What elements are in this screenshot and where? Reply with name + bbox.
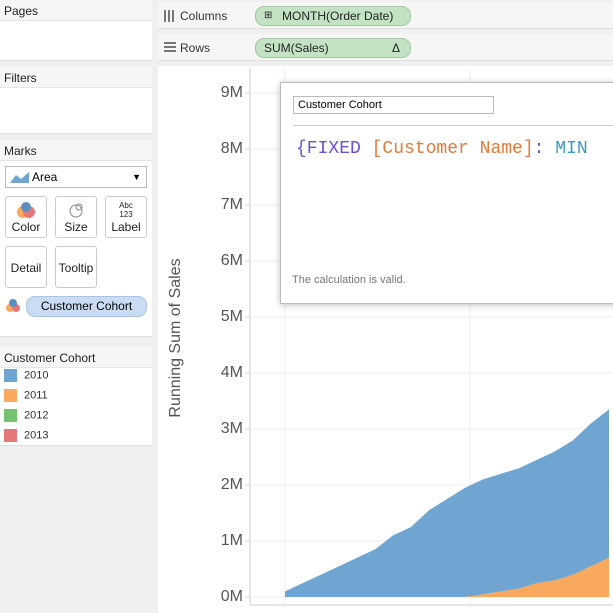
label-button[interactable]: Abc 123 Label bbox=[105, 196, 147, 238]
area-2011 bbox=[465, 557, 609, 597]
legend-title: Customer Cohort bbox=[0, 347, 152, 368]
tooltip-button[interactable]: Tooltip bbox=[55, 246, 97, 288]
tooltip-label: Tooltip bbox=[58, 261, 94, 275]
label-label: Label bbox=[111, 220, 141, 234]
legend-swatch bbox=[4, 389, 17, 402]
filters-card: Filters bbox=[0, 67, 152, 134]
color-field-pill[interactable]: Customer Cohort bbox=[26, 296, 147, 317]
calculation-dialog: Customer Cohort {FIXED [Customer Name]: … bbox=[280, 82, 613, 304]
color-field-icon bbox=[6, 299, 20, 312]
calc-status: The calculation is valid. bbox=[292, 274, 406, 286]
legend-label: 2010 bbox=[24, 369, 49, 382]
columns-shelf[interactable]: Columns ⊞ MONTH(Order Date) bbox=[158, 2, 613, 29]
rows-label: Rows bbox=[180, 41, 211, 55]
y-tick-label: 1M bbox=[221, 532, 243, 549]
label-icon: Abc 123 bbox=[119, 201, 133, 219]
delta-icon: Δ bbox=[391, 41, 400, 55]
size-button[interactable]: Size bbox=[55, 196, 97, 238]
color-label: Color bbox=[11, 220, 41, 234]
formula-editor[interactable]: {FIXED [Customer Name]: MIN bbox=[296, 139, 588, 159]
legend-card: Customer Cohort 2010 2011 2012 2013 bbox=[0, 347, 152, 446]
filters-title: Filters bbox=[0, 67, 152, 88]
detail-label: Detail bbox=[10, 261, 42, 275]
detail-button[interactable]: Detail bbox=[5, 246, 47, 288]
mark-type: Area bbox=[32, 170, 58, 184]
formula-token: : bbox=[533, 139, 556, 159]
pages-card: Pages bbox=[0, 0, 152, 61]
columns-icon bbox=[164, 10, 174, 22]
y-tick-label: 9M bbox=[221, 84, 243, 101]
mark-type-dropdown[interactable]: Area ▼ bbox=[5, 166, 147, 188]
legend-label: 2011 bbox=[24, 389, 48, 402]
expand-icon: ⊞ bbox=[264, 10, 273, 21]
color-button[interactable]: Color bbox=[5, 196, 47, 238]
y-tick-label: 8M bbox=[221, 140, 243, 157]
columns-label: Columns bbox=[180, 9, 228, 23]
size-icon bbox=[69, 203, 83, 218]
rows-pill[interactable]: SUM(Sales) Δ bbox=[255, 38, 411, 58]
dropdown-arrow: ▼ bbox=[132, 172, 141, 182]
y-tick-label: 0M bbox=[221, 588, 243, 605]
rows-field: SUM(Sales) bbox=[264, 41, 329, 55]
y-tick-label: 7M bbox=[221, 196, 243, 213]
columns-pill[interactable]: ⊞ MONTH(Order Date) bbox=[255, 6, 411, 26]
marks-card: Marks Area ▼ Color Size Abc 123 Label Det… bbox=[0, 140, 152, 337]
area-2010 bbox=[285, 409, 609, 597]
color-icon bbox=[17, 202, 35, 218]
legend-item[interactable]: 2011 bbox=[4, 389, 48, 402]
separator bbox=[293, 125, 613, 126]
y-tick-label: 4M bbox=[221, 364, 243, 381]
legend-item[interactable]: 2013 bbox=[4, 429, 48, 442]
calc-name-input[interactable]: Customer Cohort bbox=[293, 96, 494, 114]
rows-icon bbox=[164, 42, 176, 52]
formula-token: [Customer Name] bbox=[371, 139, 534, 159]
y-tick-label: 5M bbox=[221, 308, 243, 325]
formula-token: MIN bbox=[555, 139, 588, 159]
y-tick-label: 3M bbox=[221, 420, 243, 437]
size-label: Size bbox=[64, 220, 88, 234]
legend-label: 2013 bbox=[24, 429, 49, 442]
y-axis-title: Running Sum of Sales bbox=[167, 258, 184, 417]
legend-item[interactable]: 2010 bbox=[4, 369, 48, 382]
legend-label: 2012 bbox=[24, 409, 49, 422]
y-tick-label: 6M bbox=[221, 252, 243, 269]
legend-swatch bbox=[4, 369, 17, 382]
rows-shelf[interactable]: Rows SUM(Sales) Δ bbox=[158, 34, 613, 61]
columns-field: MONTH(Order Date) bbox=[282, 9, 394, 23]
pages-title: Pages bbox=[0, 0, 152, 21]
formula-token: {FIXED bbox=[296, 139, 372, 159]
legend-swatch bbox=[4, 409, 17, 422]
marks-title: Marks bbox=[0, 140, 152, 161]
legend-item[interactable]: 2012 bbox=[4, 409, 48, 422]
legend-swatch bbox=[4, 429, 17, 442]
y-tick-label: 2M bbox=[221, 476, 243, 493]
area-icon bbox=[10, 172, 29, 183]
